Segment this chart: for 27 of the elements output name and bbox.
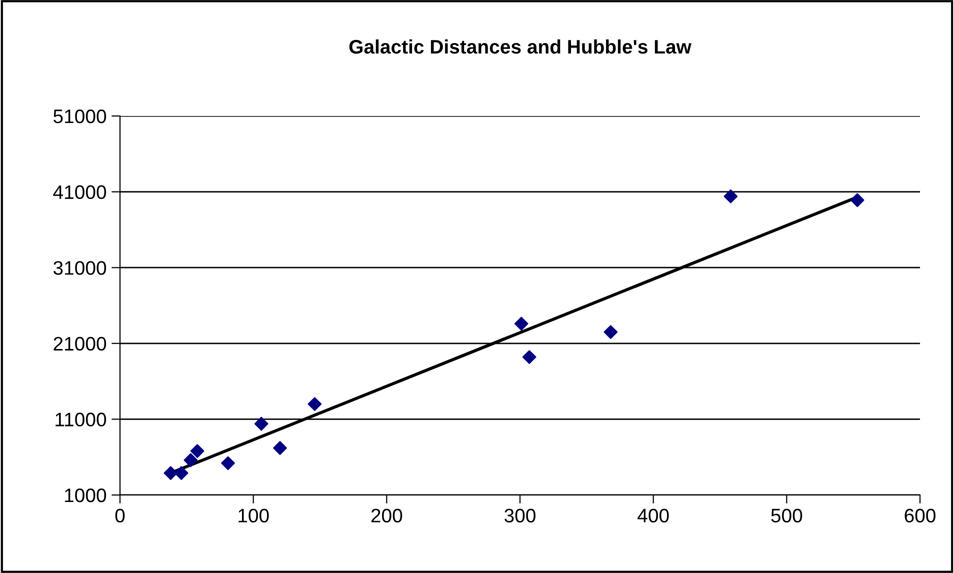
x-tick-label: 600 [904, 508, 936, 522]
point [184, 453, 198, 468]
point [850, 193, 864, 208]
point [522, 350, 536, 364]
x-tick-label: 400 [638, 508, 669, 522]
x-tick-label: 500 [771, 508, 802, 522]
point [273, 441, 287, 455]
point [190, 444, 204, 458]
y-tick-label: 21000 [54, 336, 106, 351]
x-tick-label: 0 [115, 508, 125, 522]
point [174, 466, 188, 480]
point [308, 397, 322, 411]
y-tick-label: 1000 [65, 488, 106, 502]
y-tick-label: 51000 [54, 109, 106, 124]
point [724, 189, 738, 204]
point [604, 325, 618, 339]
point [221, 456, 235, 470]
x-tick-label: 100 [238, 508, 269, 522]
point [514, 316, 528, 331]
chart-title: Galactic Distances and Hubble's Law [349, 39, 692, 54]
point [254, 416, 268, 431]
x-tick-label: 200 [371, 508, 402, 522]
y-tick-label: 31000 [53, 261, 106, 275]
x-tick-label: 300 [504, 508, 536, 522]
y-tick-label: 11000 [56, 412, 106, 426]
y-tick-label: 41000 [53, 185, 106, 200]
point [164, 466, 178, 480]
